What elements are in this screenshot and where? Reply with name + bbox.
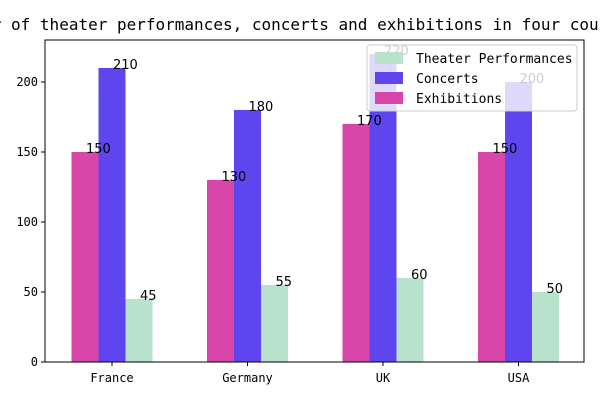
y-axis: 0 50 100 150 200 bbox=[16, 75, 45, 369]
bar-exhibitions-uk bbox=[342, 124, 370, 362]
bars-layer bbox=[71, 54, 559, 362]
data-label: 45 bbox=[140, 289, 157, 304]
data-label: 55 bbox=[276, 275, 293, 290]
bar-exhibitions-france bbox=[71, 152, 99, 362]
plot-area-frame bbox=[44, 39, 585, 363]
legend-swatch bbox=[375, 92, 403, 104]
data-labels-layer: 15021045130180551702206015020050 bbox=[86, 44, 563, 304]
legend-box bbox=[366, 44, 578, 112]
bar-concerts-france bbox=[98, 68, 126, 362]
legend: Theater Performances Concerts Exhibitions bbox=[366, 44, 578, 112]
chart-title: Number of theater performances, concerts… bbox=[0, 15, 600, 34]
data-label: 170 bbox=[357, 114, 382, 129]
bar-theater-performances-usa bbox=[532, 292, 559, 362]
bar-concerts-germany bbox=[234, 110, 261, 362]
bar-exhibitions-germany bbox=[207, 180, 234, 362]
legend-label: Concerts bbox=[416, 72, 479, 87]
y-tick-label: 200 bbox=[16, 75, 38, 89]
y-tick-label: 100 bbox=[16, 215, 38, 229]
x-axis: France Germany UK USA bbox=[90, 362, 530, 385]
x-tick-label: USA bbox=[508, 371, 530, 385]
y-tick-label: 50 bbox=[24, 285, 38, 299]
bar-exhibitions-usa bbox=[478, 152, 505, 362]
bar-theater-performances-france bbox=[125, 299, 153, 362]
legend-swatch bbox=[375, 52, 403, 64]
data-label: 150 bbox=[493, 142, 518, 157]
y-tick-label: 0 bbox=[31, 355, 38, 369]
data-label: 50 bbox=[547, 282, 564, 297]
x-tick-label: Germany bbox=[222, 371, 273, 385]
data-label: 150 bbox=[86, 142, 111, 157]
data-label: 60 bbox=[411, 268, 428, 283]
x-tick-label: UK bbox=[376, 371, 391, 385]
x-tick-label: France bbox=[90, 371, 133, 385]
data-label: 210 bbox=[113, 58, 138, 73]
bar-theater-performances-germany bbox=[261, 285, 288, 362]
data-label: 180 bbox=[249, 100, 274, 115]
y-tick-label: 150 bbox=[16, 145, 38, 159]
legend-label: Exhibitions bbox=[416, 92, 502, 107]
legend-label: Theater Performances bbox=[416, 52, 573, 67]
bar-concerts-usa bbox=[505, 82, 532, 362]
data-label: 130 bbox=[222, 170, 247, 185]
bar-theater-performances-uk bbox=[396, 278, 424, 362]
legend-swatch bbox=[375, 72, 403, 84]
